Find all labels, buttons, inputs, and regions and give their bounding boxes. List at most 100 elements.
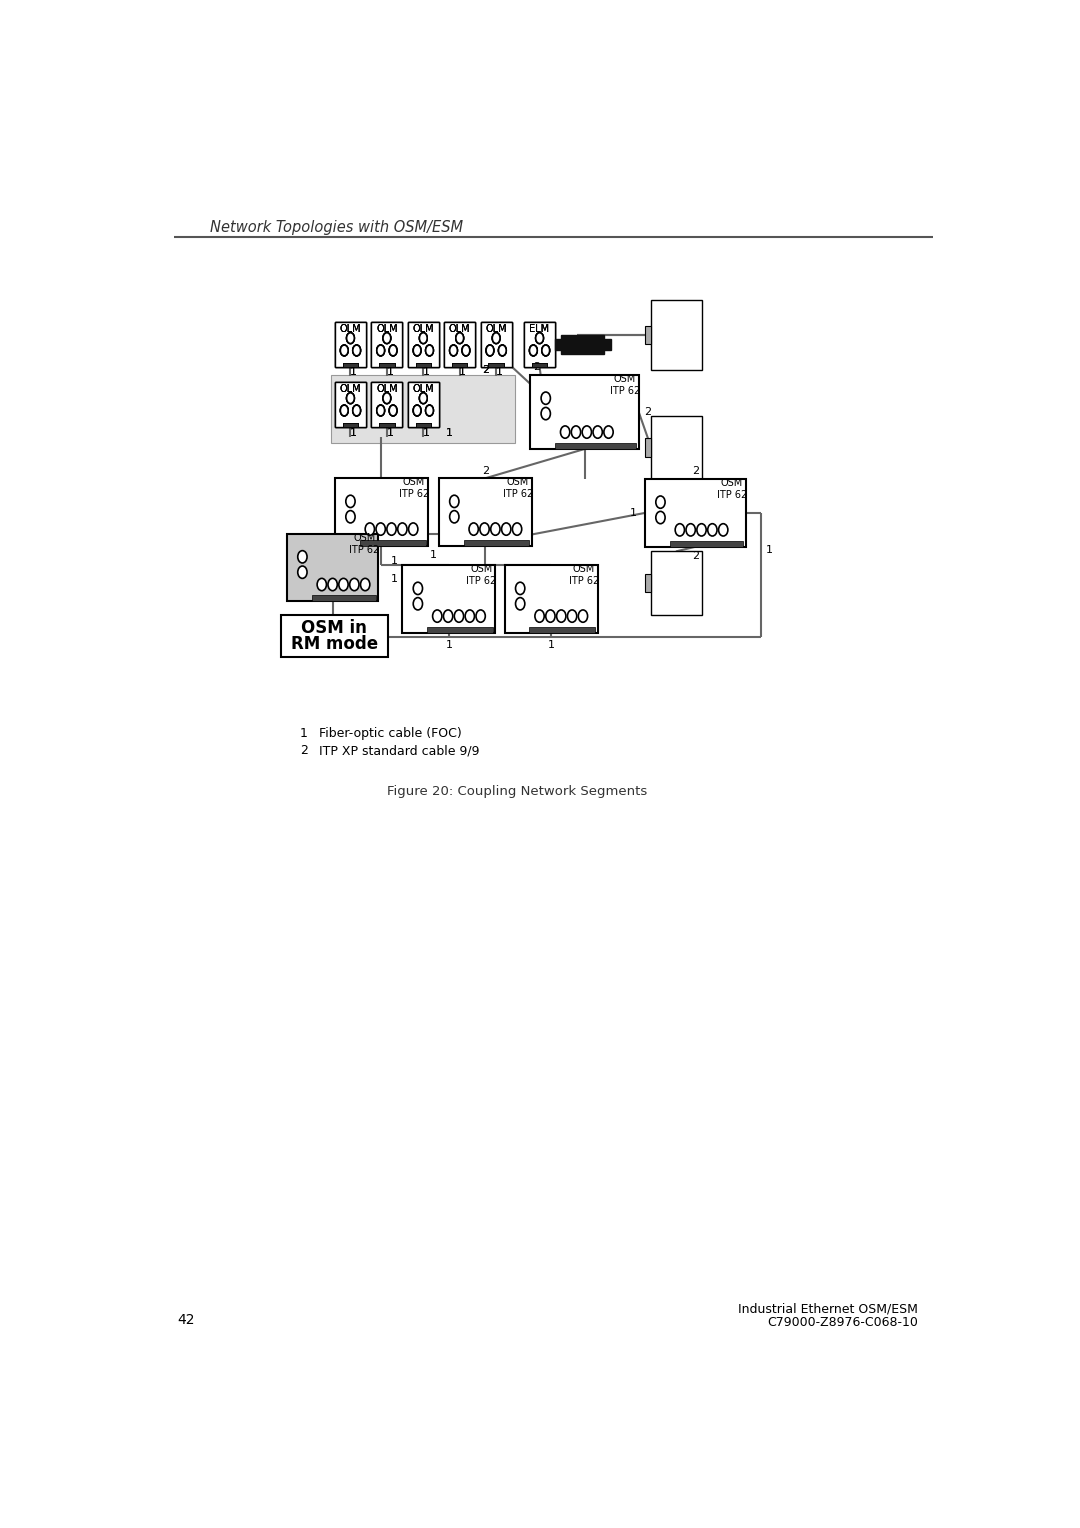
Text: OLM: OLM [339, 384, 362, 394]
Bar [335, 322, 366, 367]
Bar [335, 478, 428, 545]
Ellipse shape [414, 405, 421, 416]
Bar [530, 374, 638, 449]
Bar [416, 362, 431, 367]
Ellipse shape [347, 333, 354, 344]
Bar [451, 362, 468, 367]
Bar [335, 382, 366, 426]
Bar [379, 362, 394, 367]
Text: 1: 1 [445, 640, 453, 649]
Bar [281, 614, 388, 657]
Ellipse shape [541, 408, 551, 420]
Bar [524, 322, 555, 367]
Ellipse shape [397, 523, 407, 535]
Ellipse shape [571, 426, 581, 439]
Text: 1: 1 [630, 507, 637, 518]
Bar [524, 322, 555, 367]
Bar [524, 322, 555, 367]
Ellipse shape [449, 510, 459, 523]
Text: 1: 1 [496, 367, 503, 377]
Ellipse shape [347, 393, 354, 403]
Text: Industrial Ethernet OSM/ESM: Industrial Ethernet OSM/ESM [738, 1302, 918, 1316]
Text: 1: 1 [387, 428, 393, 439]
Ellipse shape [462, 345, 470, 356]
Ellipse shape [426, 405, 433, 416]
Ellipse shape [389, 345, 397, 356]
Bar [488, 362, 504, 367]
Bar [481, 322, 512, 367]
Ellipse shape [529, 345, 537, 356]
Ellipse shape [656, 497, 665, 509]
Bar [504, 565, 597, 633]
Ellipse shape [387, 523, 396, 535]
Bar [428, 626, 494, 633]
Ellipse shape [480, 523, 489, 535]
Ellipse shape [718, 524, 728, 536]
Bar [416, 423, 431, 426]
Text: OLM: OLM [376, 324, 397, 335]
Ellipse shape [529, 345, 537, 356]
Ellipse shape [353, 345, 361, 356]
Ellipse shape [340, 405, 348, 416]
Ellipse shape [414, 345, 421, 356]
Text: OLM: OLM [376, 324, 397, 335]
Text: OLM: OLM [413, 384, 434, 394]
Ellipse shape [675, 524, 685, 536]
Bar [342, 423, 359, 426]
Ellipse shape [529, 345, 537, 356]
Bar [602, 339, 611, 350]
Ellipse shape [536, 333, 543, 344]
Ellipse shape [414, 405, 421, 416]
Ellipse shape [340, 345, 348, 356]
Text: OSM
ITP 62: OSM ITP 62 [349, 533, 379, 555]
Text: 1: 1 [350, 428, 357, 439]
Ellipse shape [515, 582, 525, 594]
Bar [670, 541, 743, 547]
Ellipse shape [512, 523, 522, 535]
Ellipse shape [545, 610, 555, 622]
Text: OSM
ITP 62: OSM ITP 62 [610, 374, 640, 396]
Text: OLM: OLM [413, 384, 434, 394]
Bar [555, 339, 562, 350]
Ellipse shape [419, 393, 428, 403]
Bar [481, 322, 512, 367]
Ellipse shape [476, 610, 485, 622]
Ellipse shape [347, 393, 354, 403]
Ellipse shape [456, 333, 463, 344]
Bar [335, 382, 366, 426]
Ellipse shape [419, 393, 428, 403]
Ellipse shape [414, 582, 422, 594]
Ellipse shape [490, 523, 500, 535]
Ellipse shape [542, 345, 550, 356]
Text: OLM: OLM [376, 384, 397, 394]
Ellipse shape [449, 345, 458, 356]
Bar [408, 382, 438, 426]
Bar [408, 322, 438, 367]
Ellipse shape [383, 393, 391, 403]
Text: 1: 1 [390, 575, 397, 584]
Text: 1: 1 [423, 367, 430, 377]
Text: OLM: OLM [376, 324, 397, 335]
Bar [408, 322, 438, 367]
Ellipse shape [536, 333, 543, 344]
Text: 1: 1 [445, 428, 453, 439]
Ellipse shape [462, 345, 470, 356]
Bar [416, 362, 431, 367]
Bar [488, 362, 504, 367]
Text: 1: 1 [548, 640, 555, 649]
Text: 1: 1 [423, 428, 430, 439]
Bar [372, 382, 403, 426]
Text: OLM: OLM [376, 384, 397, 394]
Ellipse shape [515, 597, 525, 610]
Text: 1: 1 [430, 550, 437, 561]
Bar [342, 362, 359, 367]
Ellipse shape [444, 610, 453, 622]
Text: OLM: OLM [339, 324, 362, 335]
Bar [651, 552, 702, 614]
Ellipse shape [376, 523, 386, 535]
Ellipse shape [541, 393, 551, 405]
Ellipse shape [365, 523, 375, 535]
Ellipse shape [346, 510, 355, 523]
Bar [335, 382, 366, 426]
Bar [379, 423, 394, 426]
